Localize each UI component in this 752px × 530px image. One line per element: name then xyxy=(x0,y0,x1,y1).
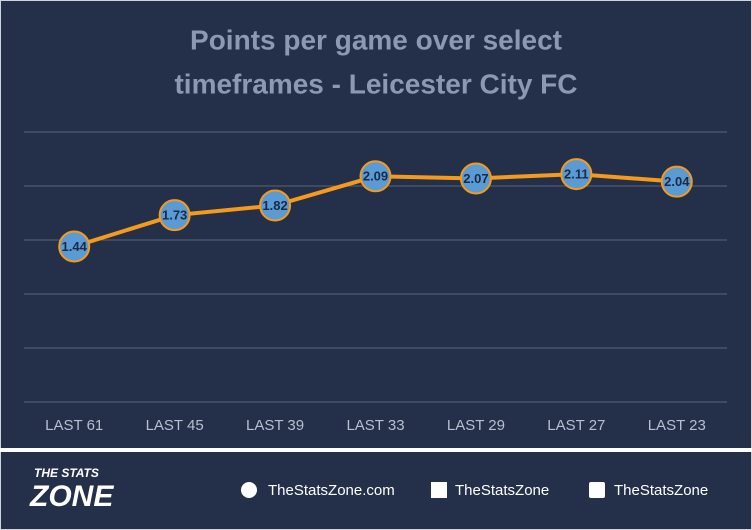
x-tick-label: LAST 39 xyxy=(246,417,304,434)
separator xyxy=(0,448,752,452)
marker xyxy=(459,162,492,195)
facebook-link[interactable]: TheStatsZone xyxy=(455,482,549,499)
x-tick-label: LAST 33 xyxy=(346,417,404,434)
x-tick-label: LAST 29 xyxy=(447,417,505,434)
value-label: 1.82 xyxy=(262,198,287,213)
chart-title-line: timeframes - Leicester City FC xyxy=(174,68,577,99)
facebook-icon xyxy=(431,482,447,498)
chart-title-line: Points per game over select xyxy=(190,24,562,55)
globe-icon xyxy=(241,482,257,498)
twitter-icon xyxy=(589,482,605,498)
twitter-link[interactable]: TheStatsZone xyxy=(614,482,708,499)
value-label: 2.04 xyxy=(664,174,690,189)
value-label: 2.09 xyxy=(363,169,388,184)
marker xyxy=(660,165,693,198)
x-tick-label: LAST 45 xyxy=(146,417,204,434)
website-link[interactable]: TheStatsZone.com xyxy=(268,482,395,499)
value-label: 1.44 xyxy=(62,239,88,254)
value-label: 2.11 xyxy=(564,167,589,182)
logo-top: THE STATS xyxy=(34,466,99,480)
x-tick-label: LAST 27 xyxy=(547,417,605,434)
value-label: 1.73 xyxy=(162,208,187,223)
marker xyxy=(58,230,91,263)
x-tick-label: LAST 61 xyxy=(45,417,103,434)
x-tick-label: LAST 23 xyxy=(648,417,706,434)
value-label: 2.07 xyxy=(463,171,488,186)
marker xyxy=(359,160,392,193)
logo-main: ZONE xyxy=(29,480,114,513)
footer: THE STATS ZONE TheStatsZone.com TheStats… xyxy=(29,466,708,513)
marker xyxy=(259,189,292,222)
marker xyxy=(158,199,191,232)
marker xyxy=(560,158,593,191)
